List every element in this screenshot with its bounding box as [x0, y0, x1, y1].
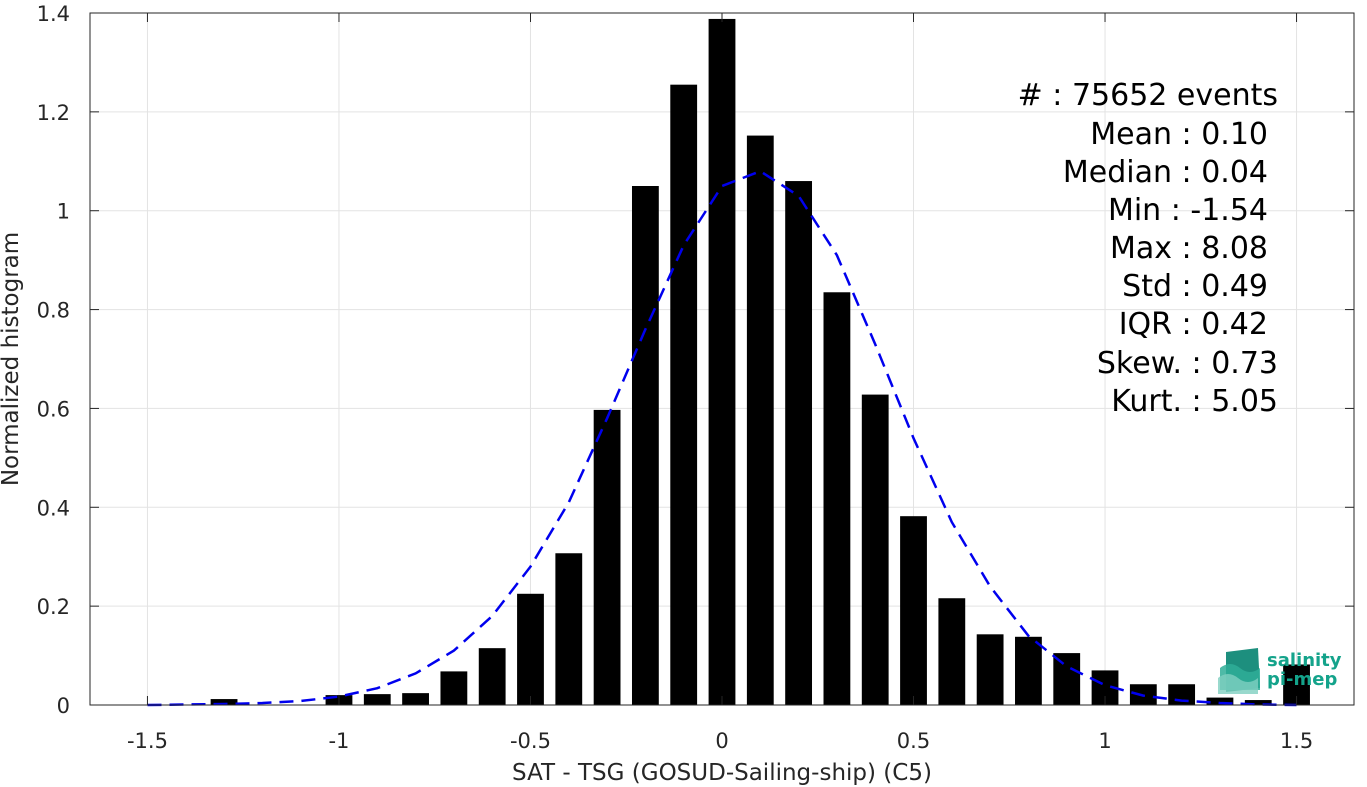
stats-annotation: # : 75652 events Mean : 0.10 Median : 0.… [1018, 78, 1278, 419]
histogram-bar [210, 699, 238, 705]
axis-ticks [90, 12, 1354, 706]
stats-line-skew: Skew. : 0.73 [1097, 346, 1278, 381]
y-tick-labels: 0 0.2 0.4 0.6 0.8 1 1.2 1.4 [37, 2, 70, 718]
histogram-bar [440, 671, 468, 705]
y-axis-label: Normalized histogram [0, 232, 24, 486]
stats-line-count: # : 75652 events [1018, 78, 1278, 113]
histogram-bar [746, 135, 774, 705]
wave-logo-icon [1218, 648, 1260, 694]
stats-line-mean: Mean : 0.10 [1090, 117, 1268, 152]
histogram-bar [402, 693, 429, 705]
histogram-bar [1053, 653, 1081, 705]
histogram-bar [1168, 684, 1196, 705]
histogram-bar [670, 84, 698, 705]
x-tick-label: 0.5 [897, 729, 930, 753]
histogram-bar [708, 18, 736, 705]
y-tick-label: 0.2 [37, 595, 70, 619]
histogram-bar [861, 394, 889, 705]
histogram-bar [823, 292, 851, 705]
stats-line-median: Median : 0.04 [1063, 155, 1268, 190]
y-tick-label: 0.8 [37, 299, 70, 323]
histogram-bar [1206, 697, 1234, 705]
stats-line-max: Max : 8.08 [1110, 231, 1268, 266]
histogram-bar [900, 516, 927, 705]
histogram-bar [976, 634, 1004, 705]
x-tick-label: -0.5 [510, 729, 551, 753]
x-tick-label: -1 [328, 729, 349, 753]
histogram-bar [631, 186, 659, 705]
histogram-bar [363, 694, 391, 705]
histogram-bar [1015, 636, 1042, 705]
x-tick-label: 1.5 [1280, 729, 1313, 753]
y-tick-label: 1 [57, 200, 70, 224]
histogram-bar [593, 409, 621, 705]
histogram-bar [938, 598, 966, 705]
x-tick-label: 1 [1098, 729, 1111, 753]
histogram-bar [555, 553, 583, 705]
y-tick-label: 0 [57, 694, 70, 718]
y-tick-label: 0.6 [37, 397, 70, 421]
salinity-pimep-logo: salinity pi-mep [1218, 648, 1342, 694]
logo-text-pimep: pi-mep [1267, 669, 1337, 690]
x-tick-labels: -1.5 -1 -0.5 0 0.5 1 1.5 [127, 729, 1313, 753]
stats-line-iqr: IQR : 0.42 [1119, 307, 1268, 342]
y-tick-label: 1.4 [37, 2, 70, 26]
histogram-bar [785, 181, 813, 706]
histogram-bar [478, 648, 506, 705]
y-tick-label: 1.2 [37, 101, 70, 125]
logo-text-salinity: salinity [1267, 650, 1342, 671]
x-tick-label: -1.5 [127, 729, 168, 753]
stats-line-std: Std : 0.49 [1122, 269, 1268, 304]
x-tick-label: 0 [715, 729, 728, 753]
y-tick-label: 0.4 [37, 496, 70, 520]
stats-line-min: Min : -1.54 [1108, 193, 1268, 228]
histogram-bar [517, 593, 544, 705]
histogram-bars [210, 18, 1310, 706]
histogram-bar [1244, 700, 1272, 705]
x-axis-label: SAT - TSG (GOSUD-Sailing-ship) (C5) [512, 760, 932, 786]
stats-line-kurt: Kurt. : 5.05 [1111, 384, 1278, 419]
